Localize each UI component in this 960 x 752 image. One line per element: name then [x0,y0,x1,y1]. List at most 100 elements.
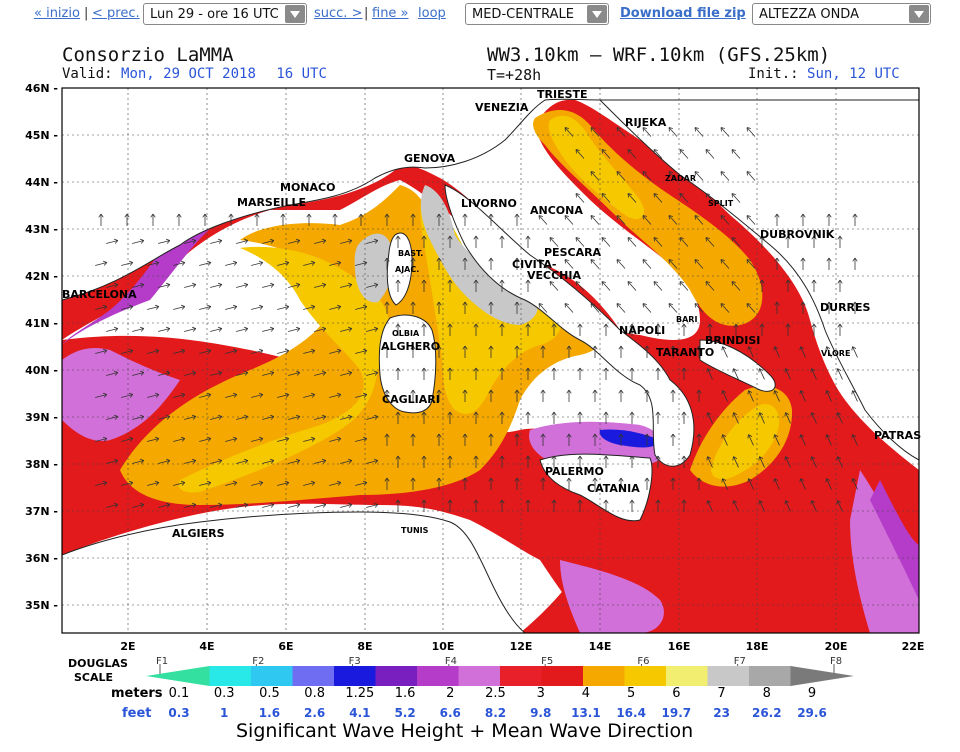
legend: DOUGLAS SCALE F1 F2 F3 F4 F5 F6 F7 F8 meters fe… [68,656,854,742]
contour-purple-west [62,220,220,345]
feet-value: 5.2 [394,706,415,720]
contour-yellow-main [178,246,390,493]
toolbar: « inizio | < prec. Lun 29 - ore 16 UTC s… [0,0,960,30]
force-label: F3 [349,656,361,667]
lon-label: 14E [589,640,612,653]
next-link[interactable]: succ. > [314,6,363,21]
variable-select[interactable]: ALTEZZA ONDA [752,3,931,25]
land-africa [62,511,526,633]
city-label: MARSEILLE [237,196,306,209]
legend-swatch [417,666,459,686]
meters-label: meters [111,686,163,701]
city-label: PATRAS [874,429,921,442]
legend-swatch [334,666,376,686]
contour-yellow-ionian [711,404,780,480]
download-zip-link[interactable]: Download file zip [620,6,746,21]
lat-label: 44N - [25,176,58,189]
city-label: CAGLIARI [382,393,440,406]
lat-label: 36N - [25,552,58,565]
contour-grey-corsica [354,233,393,303]
city-label: ZADAR [665,174,696,183]
lon-label: 8E [357,640,372,653]
lat-label: 45N - [25,129,58,142]
contour-blue-coast [599,429,660,448]
lat-label: 43N - [25,223,58,236]
legend-swatch [375,666,418,686]
city-label: RIJEKA [625,116,667,129]
lon-label: 12E [510,640,533,653]
graticule [62,88,919,633]
separator: | [364,6,369,21]
douglas-label: DOUGLAS [68,657,128,670]
valid-date: Mon, 29 OCT 2018 [121,66,256,82]
meter-value: 0.3 [214,686,235,701]
valid-line: Valid: Mon, 29 OCT 2018 16 UTC [62,66,327,82]
force-label: F4 [445,656,457,667]
legend-swatch [790,666,854,686]
last-link[interactable]: fine » [372,6,409,21]
city-label: CATANIA [587,482,640,495]
contour-yellow-adriatic [548,115,645,220]
city-labels: TRIESTE VENEZIA RIJEKA GENOVA ZADAR MONACO MAR… [62,88,921,540]
city-label: VLORE [821,349,850,358]
city-label: CIVITA- [512,258,557,271]
land-heel [699,339,776,392]
first-link[interactable]: « inizio [34,6,80,21]
feet-value: 1 [220,706,228,720]
prev-link[interactable]: < prec. [92,6,140,21]
legend-swatch [209,666,252,686]
lon-label: 20E [825,640,848,653]
legend-swatch [707,666,750,686]
feet-value: 6.6 [440,706,461,720]
city-label: BAST. [398,249,423,258]
area-select[interactable]: MED-CENTRALE [465,3,609,25]
city-label: LIVORNO [461,197,517,210]
loop-link[interactable]: loop [418,6,446,21]
feet-label: feet [122,706,152,721]
meter-value: 2.5 [485,686,506,701]
chevron-down-icon [587,5,607,23]
legend-swatch [146,666,210,686]
city-label: BRINDISI [705,334,760,347]
lat-label: 39N - [25,411,58,424]
force-label: F2 [252,656,264,667]
feet-value: 16.4 [616,706,646,720]
feet-value: 13.1 [571,706,601,720]
lon-label: 4E [199,640,214,653]
city-label: GENOVA [404,152,456,165]
map-frame [61,87,920,634]
land-corsica [386,232,413,306]
legend-swatch [624,666,667,686]
city-label: TRIESTE [537,88,588,101]
meter-value: 7 [717,686,725,701]
lon-label: 6E [278,640,293,653]
lon-label: 18E [746,640,769,653]
init-date: Sun, 12 UTC [807,66,900,82]
city-label: VECCHIA [527,269,581,282]
time-select[interactable]: Lun 29 - ore 16 UTC [143,3,307,25]
legend-swatch [500,666,542,686]
force-label: F5 [541,656,553,667]
feet-value: 23 [713,706,730,720]
separator: | [84,6,89,21]
contour-magenta-south [560,560,664,633]
feet-value: 8.2 [485,706,506,720]
model-title: WW3.10km — WRF.10km (GFS.25km) [487,44,831,66]
land-balkans [598,99,919,461]
lat-label: 35N - [25,599,58,612]
city-label: OLBIA [392,329,420,338]
city-label: BARI [676,315,697,324]
city-label: ALGIERS [172,527,225,540]
chevron-down-icon [909,5,929,23]
city-label: AJAC. [395,265,419,274]
city-label: BARCELONA [62,288,137,301]
lon-label: 2E [120,640,135,653]
lat-label: 41N - [25,317,58,330]
init-line: Init.: Sun, 12 UTC [748,66,900,82]
legend-swatch [458,666,501,686]
land-italy [444,184,695,467]
meter-value: 5 [627,686,635,701]
city-label: PALERMO [545,465,604,478]
meter-value: 9 [808,686,816,701]
legend-swatch [292,666,335,686]
